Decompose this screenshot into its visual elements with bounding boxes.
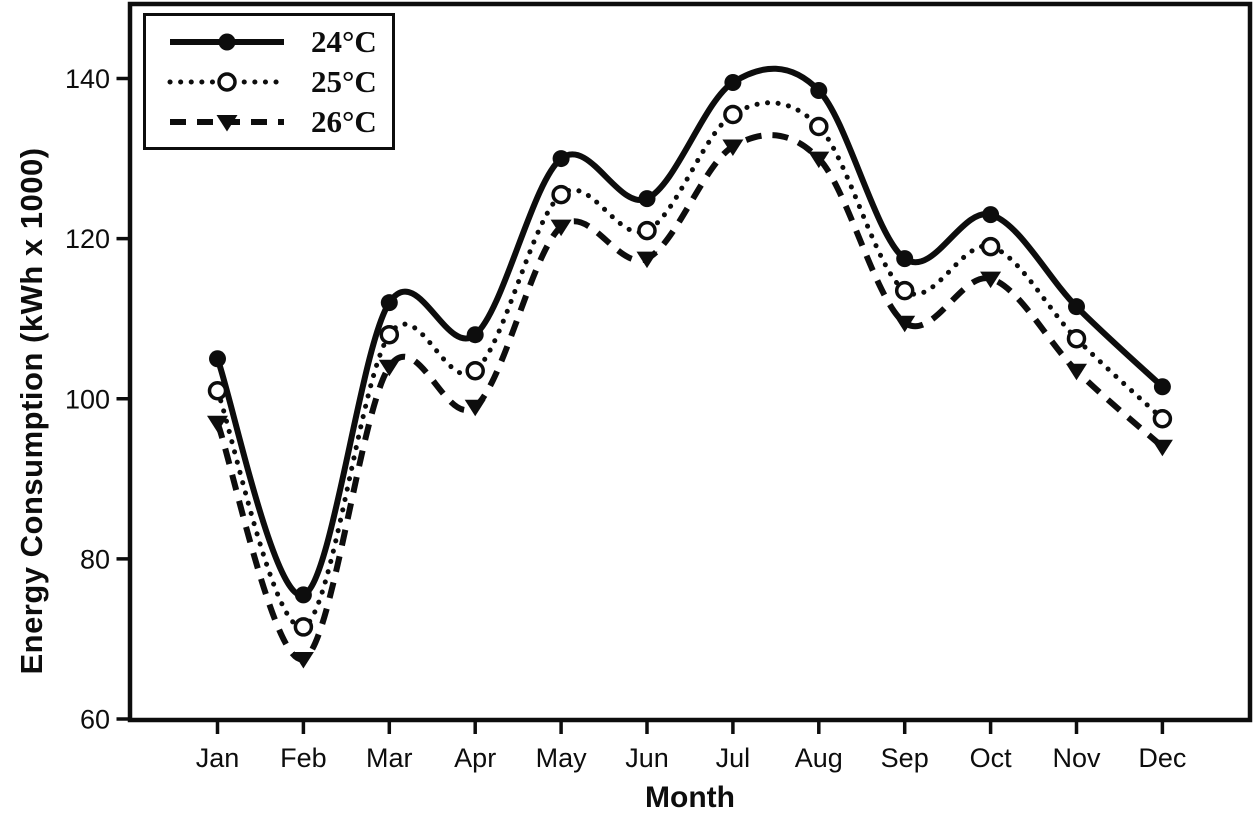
svg-text:Dec: Dec xyxy=(1138,743,1186,773)
svg-text:Jun: Jun xyxy=(625,743,669,773)
svg-text:May: May xyxy=(536,743,588,773)
legend-row-26c: 26°C xyxy=(160,103,392,141)
svg-text:120: 120 xyxy=(65,224,110,254)
svg-text:Sep: Sep xyxy=(881,743,929,773)
x-axis-title: Month xyxy=(645,781,735,814)
svg-text:80: 80 xyxy=(80,544,110,574)
svg-text:Feb: Feb xyxy=(280,743,327,773)
legend-label-26c: 26°C xyxy=(311,103,377,139)
y-axis-title: Energy Consumption (kWh x 1000) xyxy=(14,147,49,675)
dotted-line-open-circle-icon xyxy=(167,71,287,92)
legend-row-24c: 24°C xyxy=(160,23,392,61)
svg-text:60: 60 xyxy=(80,705,110,735)
svg-text:Apr: Apr xyxy=(454,743,496,773)
svg-text:Nov: Nov xyxy=(1052,743,1101,773)
legend-label-25c: 25°C xyxy=(311,63,377,99)
legend-row-25c: 25°C xyxy=(160,63,392,101)
svg-text:Aug: Aug xyxy=(795,743,843,773)
solid-line-filled-circle-icon xyxy=(170,33,284,50)
svg-text:100: 100 xyxy=(65,384,110,414)
legend: 24°C 25°C 26°C xyxy=(143,13,395,150)
svg-text:Mar: Mar xyxy=(366,743,413,773)
legend-label-24c: 24°C xyxy=(311,23,377,59)
svg-text:Jul: Jul xyxy=(716,743,751,773)
svg-text:140: 140 xyxy=(65,64,110,94)
svg-text:Jan: Jan xyxy=(196,743,240,773)
dashed-line-filled-triangle-icon xyxy=(170,114,284,131)
svg-text:Oct: Oct xyxy=(970,743,1013,773)
